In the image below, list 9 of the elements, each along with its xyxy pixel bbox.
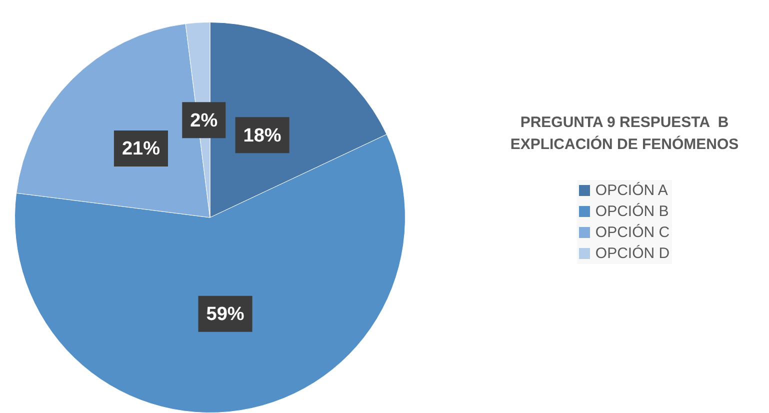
text: PREGUNTA 9 RESPUESTA B EXPLICACIÓN DE FENÓMENOS [509, 113, 740, 155]
data-label: 18% [243, 125, 282, 146]
legend-label: OPCIÓN B [594, 202, 670, 222]
data-label: 21% [122, 138, 160, 160]
legend-label: OPCIÓN A [594, 181, 669, 201]
legend-label: OPCIÓN C [594, 223, 671, 243]
data-label: 59% [206, 304, 244, 326]
legend-label: OPCIÓN D [594, 244, 671, 264]
data-label: 2% [190, 110, 218, 132]
